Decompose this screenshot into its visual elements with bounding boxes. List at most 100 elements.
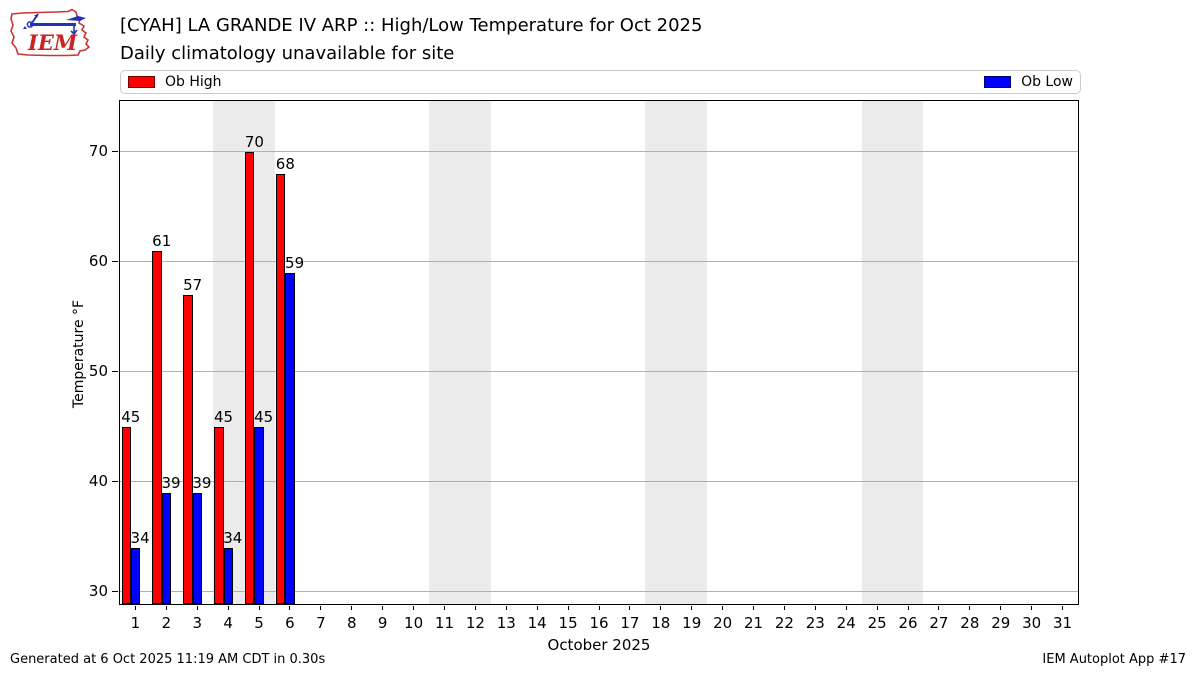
x-tick-mark xyxy=(567,606,569,610)
x-tick-mark xyxy=(598,606,600,610)
gridline-y-50 xyxy=(120,371,1078,373)
bar-high-day-2 xyxy=(152,250,162,604)
y-tick-mark xyxy=(112,481,118,483)
high-value-label-day-3: 57 xyxy=(183,275,203,294)
x-tick-mark xyxy=(536,606,538,610)
x-tick-mark xyxy=(753,606,755,610)
iem-logo: IEM xyxy=(10,8,91,57)
x-tick-mark xyxy=(969,606,971,610)
x-axis-title: October 2025 xyxy=(547,636,651,654)
bar-high-day-4 xyxy=(214,426,224,604)
high-value-label-day-4: 45 xyxy=(213,407,234,426)
gridline-y-60 xyxy=(120,261,1078,263)
x-tick-mark xyxy=(938,606,940,610)
weekend-band xyxy=(861,101,924,604)
bar-low-day-2 xyxy=(161,492,171,604)
bar-low-day-1 xyxy=(130,547,141,604)
legend: Ob High Ob Low xyxy=(120,70,1081,94)
x-tick-label: 8 xyxy=(346,614,357,632)
low-value-label-day-1: 34 xyxy=(130,528,150,547)
x-tick-label: 9 xyxy=(377,614,388,632)
y-tick-mark xyxy=(112,261,118,263)
x-tick-mark xyxy=(660,606,662,610)
legend-item-low: Ob Low xyxy=(984,74,1073,90)
x-tick-label: 25 xyxy=(867,614,887,632)
x-tick-label: 7 xyxy=(316,614,326,632)
x-tick-label: 31 xyxy=(1053,614,1073,632)
bar-low-day-6 xyxy=(285,272,295,604)
x-tick-label: 12 xyxy=(465,614,485,632)
low-swatch xyxy=(984,76,1012,88)
x-tick-label: 20 xyxy=(713,614,733,632)
x-tick-label: 21 xyxy=(743,614,764,632)
x-tick-mark xyxy=(845,606,847,610)
x-tick-mark xyxy=(722,606,724,610)
gridline-y-40 xyxy=(120,481,1078,483)
x-tick-mark xyxy=(351,606,353,610)
x-tick-mark xyxy=(258,606,260,610)
x-tick-label: 10 xyxy=(404,614,424,632)
y-tick-mark xyxy=(112,151,118,153)
x-tick-label: 19 xyxy=(682,614,702,632)
x-tick-label: 4 xyxy=(223,614,233,632)
y-tick-mark xyxy=(112,591,118,593)
bar-high-day-6 xyxy=(276,173,286,604)
x-tick-mark xyxy=(443,606,445,610)
high-value-label-day-5: 70 xyxy=(244,132,264,151)
y-tick-mark xyxy=(112,371,118,373)
y-tick-label: 30 xyxy=(88,581,108,600)
bar-low-day-4 xyxy=(223,547,233,604)
x-tick-mark xyxy=(196,606,198,610)
iowa-outline xyxy=(10,8,91,57)
weekend-band xyxy=(645,101,708,604)
logo-text: IEM xyxy=(27,30,78,55)
x-tick-mark xyxy=(1062,606,1064,610)
x-tick-label: 13 xyxy=(496,614,516,632)
x-tick-mark xyxy=(1000,606,1002,610)
x-tick-mark xyxy=(814,606,816,610)
low-value-label-day-2: 39 xyxy=(161,473,181,492)
low-value-label-day-4: 34 xyxy=(223,528,243,547)
high-value-label-day-6: 68 xyxy=(275,154,295,173)
generated-timestamp: Generated at 6 Oct 2025 11:19 AM CDT in … xyxy=(10,652,326,667)
bar-low-day-5 xyxy=(254,426,264,604)
weekend-band xyxy=(429,101,491,604)
bar-high-day-1 xyxy=(121,426,131,604)
title-block: [CYAH] LA GRANDE IV ARP :: High/Low Temp… xyxy=(120,12,702,68)
x-tick-label: 6 xyxy=(285,614,295,632)
gridline-y-70 xyxy=(120,151,1078,153)
x-tick-label: 3 xyxy=(192,614,203,632)
high-value-label-day-1: 45 xyxy=(121,407,141,426)
low-value-label-day-3: 39 xyxy=(192,473,212,492)
x-tick-label: 15 xyxy=(558,614,578,632)
low-value-label-day-6: 59 xyxy=(285,253,305,272)
chart-subtitle: Daily climatology unavailable for site xyxy=(120,43,455,64)
x-tick-label: 30 xyxy=(1022,614,1042,632)
x-tick-mark xyxy=(289,606,291,610)
plot-area: 30 40 50 60 70 1 2 3 4 5 6 7 8 9 10 11 12 13 14 15 16 17 18 19 2… xyxy=(89,100,1079,654)
bar-high-day-5 xyxy=(245,151,255,604)
x-tick-label: 18 xyxy=(651,614,671,632)
y-tick-label: 40 xyxy=(88,471,108,490)
weathervane-icon xyxy=(23,13,86,36)
x-tick-mark xyxy=(165,606,167,610)
high-value-label-day-2: 61 xyxy=(152,231,172,250)
x-tick-label: 26 xyxy=(898,614,918,632)
x-tick-mark xyxy=(691,606,693,610)
x-tick-mark xyxy=(907,606,909,610)
bar-high-day-3 xyxy=(183,294,193,604)
x-tick-label: 5 xyxy=(254,614,264,632)
x-tick-mark xyxy=(505,606,507,610)
high-swatch xyxy=(128,76,155,88)
legend-high-label: Ob High xyxy=(165,74,222,90)
x-tick-label: 29 xyxy=(991,614,1011,632)
x-tick-label: 14 xyxy=(527,614,547,632)
x-tick-label: 11 xyxy=(434,614,455,632)
x-tick-mark xyxy=(474,606,476,610)
x-tick-label: 1 xyxy=(130,614,141,632)
legend-item-high: Ob High xyxy=(128,74,222,90)
x-tick-label: 24 xyxy=(836,614,856,632)
x-tick-label: 23 xyxy=(805,614,825,632)
low-value-label-day-5: 45 xyxy=(254,407,274,426)
